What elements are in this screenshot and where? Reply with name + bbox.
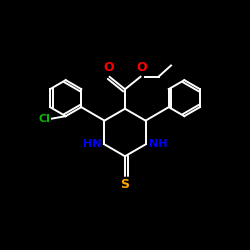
Text: O: O (103, 61, 114, 74)
Text: S: S (120, 178, 130, 191)
Text: HN: HN (83, 139, 102, 149)
Text: Cl: Cl (38, 114, 50, 124)
Text: O: O (136, 61, 147, 74)
Text: NH: NH (148, 139, 167, 149)
